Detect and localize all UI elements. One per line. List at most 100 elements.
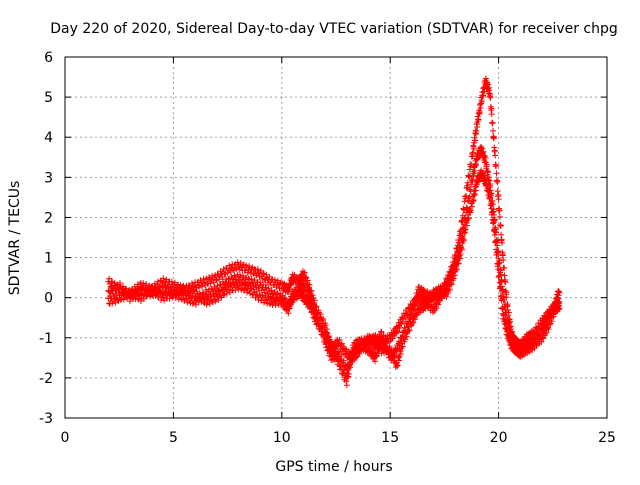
data-point: [156, 289, 163, 296]
data-point: [320, 315, 327, 322]
y-axis-label: SDTVAR / TECUs: [7, 181, 23, 296]
x-tick-label: 5: [169, 430, 178, 446]
data-point: [374, 335, 381, 342]
data-point: [202, 276, 209, 283]
data-point: [496, 206, 503, 213]
data-point: [338, 340, 345, 347]
data-point: [545, 326, 552, 333]
data-point: [343, 378, 350, 385]
data-point: [468, 181, 475, 188]
data-point: [406, 327, 413, 334]
data-point: [337, 366, 344, 373]
data-point: [502, 318, 509, 325]
data-point: [254, 266, 261, 273]
data-point: [274, 277, 281, 284]
data-point: [260, 270, 267, 277]
data-point: [480, 92, 487, 99]
data-point: [431, 306, 438, 313]
data-point: [266, 273, 273, 280]
data-point: [314, 317, 321, 324]
data-point: [498, 297, 505, 304]
data-point: [347, 364, 354, 371]
data-point: [338, 353, 345, 360]
data-point: [494, 179, 501, 186]
data-point: [207, 280, 214, 287]
data-point: [317, 320, 324, 327]
data-point: [466, 166, 473, 173]
data-point: [496, 213, 503, 220]
data-point: [219, 274, 226, 281]
data-point: [223, 290, 230, 297]
data-point: [215, 297, 222, 304]
data-point: [491, 226, 498, 233]
y-tick-label: 4: [44, 130, 53, 146]
data-point: [396, 325, 403, 332]
data-point: [199, 294, 206, 301]
data-point: [550, 313, 557, 320]
data-point: [494, 261, 501, 268]
data-point: [400, 334, 407, 341]
data-point: [237, 285, 244, 292]
data-point: [500, 311, 507, 318]
data-point: [486, 84, 493, 91]
data-point: [401, 338, 408, 345]
data-point: [301, 269, 308, 276]
data-point: [373, 352, 380, 359]
data-point: [483, 161, 490, 168]
data-point: [496, 272, 503, 279]
data-point: [127, 298, 134, 305]
data-point: [470, 145, 477, 152]
data-point: [493, 170, 500, 177]
data-point: [402, 315, 409, 322]
data-point: [143, 292, 150, 299]
data-point: [536, 325, 543, 332]
data-point: [303, 275, 310, 282]
data-point: [462, 226, 469, 233]
data-point: [232, 287, 239, 294]
data-point: [484, 182, 491, 189]
data-point: [345, 370, 352, 377]
data-point: [254, 288, 261, 295]
data-point: [180, 288, 187, 295]
data-point: [469, 149, 476, 156]
data-point: [494, 252, 501, 259]
data-point: [397, 350, 404, 357]
ticks-layer: [64, 56, 608, 419]
data-point: [503, 325, 510, 332]
y-tick-label: 0: [44, 291, 53, 307]
data-point: [108, 279, 115, 286]
series-track-3: [105, 167, 563, 389]
data-point: [467, 207, 474, 214]
data-point: [330, 344, 337, 351]
data-point: [490, 127, 497, 134]
data-point: [502, 306, 509, 313]
data-point: [220, 292, 227, 299]
data-point: [491, 147, 498, 154]
data-point: [483, 181, 490, 188]
data-point: [538, 338, 545, 345]
data-point: [307, 293, 314, 300]
data-point: [151, 284, 158, 291]
y-tick-label: 5: [44, 90, 53, 106]
data-point: [302, 283, 309, 290]
data-point: [196, 290, 203, 297]
data-point: [248, 275, 255, 282]
data-point: [408, 320, 415, 327]
data-point: [443, 293, 450, 300]
data-point: [120, 296, 127, 303]
data-point: [281, 297, 288, 304]
data-point: [448, 281, 455, 288]
data-point: [464, 222, 471, 229]
data-point: [482, 75, 489, 82]
data-point: [470, 170, 477, 177]
data-point: [452, 268, 459, 275]
x-tick-label: 10: [273, 430, 291, 446]
data-point: [540, 317, 547, 324]
y-tick-label: 1: [44, 251, 53, 267]
data-point: [412, 316, 419, 323]
data-point: [325, 333, 332, 340]
x-tick-label: 25: [598, 430, 616, 446]
data-point: [495, 196, 502, 203]
data-point: [287, 300, 294, 307]
